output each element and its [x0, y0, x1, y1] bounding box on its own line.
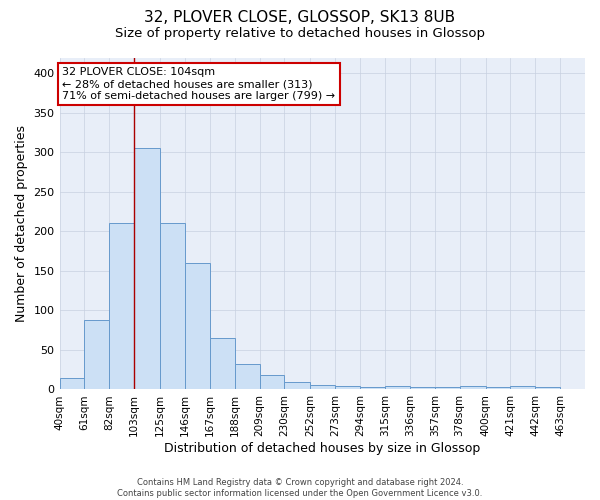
Y-axis label: Number of detached properties: Number of detached properties	[15, 125, 28, 322]
Text: Size of property relative to detached houses in Glossop: Size of property relative to detached ho…	[115, 28, 485, 40]
Bar	[434, 387, 460, 390]
Bar	[260, 375, 284, 390]
Bar	[210, 338, 235, 390]
Text: 32, PLOVER CLOSE, GLOSSOP, SK13 8UB: 32, PLOVER CLOSE, GLOSSOP, SK13 8UB	[145, 10, 455, 25]
Bar	[235, 364, 260, 390]
Bar	[360, 387, 385, 390]
Bar	[535, 387, 560, 390]
Bar	[410, 387, 434, 390]
Bar	[185, 263, 210, 390]
Bar	[385, 386, 410, 390]
Text: Contains HM Land Registry data © Crown copyright and database right 2024.
Contai: Contains HM Land Registry data © Crown c…	[118, 478, 482, 498]
Bar	[134, 148, 160, 390]
Bar	[59, 378, 85, 390]
Bar	[335, 386, 360, 390]
Bar	[511, 386, 535, 390]
Bar	[85, 320, 109, 390]
Bar	[485, 387, 511, 390]
X-axis label: Distribution of detached houses by size in Glossop: Distribution of detached houses by size …	[164, 442, 481, 455]
Bar	[460, 386, 485, 390]
Bar	[284, 382, 310, 390]
Text: 32 PLOVER CLOSE: 104sqm
← 28% of detached houses are smaller (313)
71% of semi-d: 32 PLOVER CLOSE: 104sqm ← 28% of detache…	[62, 68, 335, 100]
Bar	[310, 384, 335, 390]
Bar	[109, 224, 134, 390]
Bar	[160, 224, 185, 390]
